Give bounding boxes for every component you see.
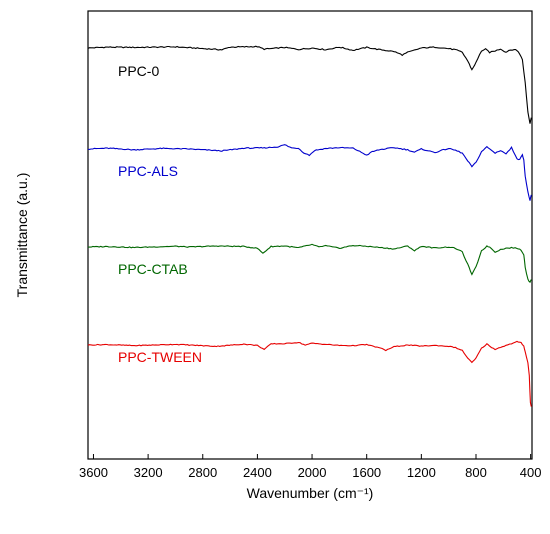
x-tick-label-400: 400 [520,465,542,480]
x-axis-ticks: 3600 3200 2800 2400 2000 1600 1200 800 400 [79,454,541,480]
series-label-ppc-als: PPC-ALS [118,163,178,179]
x-axis-title: Wavenumber (cm⁻¹) [247,485,374,501]
series-line-ppc-0 [87,45,532,124]
series-line-ppc-tween [87,340,532,407]
x-tick-label-3200: 3200 [134,465,163,480]
x-tick-label-2400: 2400 [243,465,272,480]
series-label-ppc-tween: PPC-TWEEN [118,349,202,365]
x-tick-label-2800: 2800 [188,465,217,480]
series-label-ppc-0: PPC-0 [118,63,159,79]
x-tick-label-3600: 3600 [79,465,108,480]
series-label-ppc-ctab: PPC-CTAB [118,261,188,277]
series-line-ppc-als [87,144,532,201]
x-tick-label-2000: 2000 [298,465,327,480]
x-tick-label-1200: 1200 [407,465,436,480]
series-line-ppc-ctab [87,243,532,284]
x-tick-label-800: 800 [465,465,487,480]
series-labels-group: PPC-0 PPC-ALS PPC-CTAB PPC-TWEEN [118,63,202,365]
x-tick-label-1600: 1600 [352,465,381,480]
traces-group [87,45,532,407]
y-axis-title: Transmittance (a.u.) [14,173,30,298]
plot-frame [87,10,533,460]
